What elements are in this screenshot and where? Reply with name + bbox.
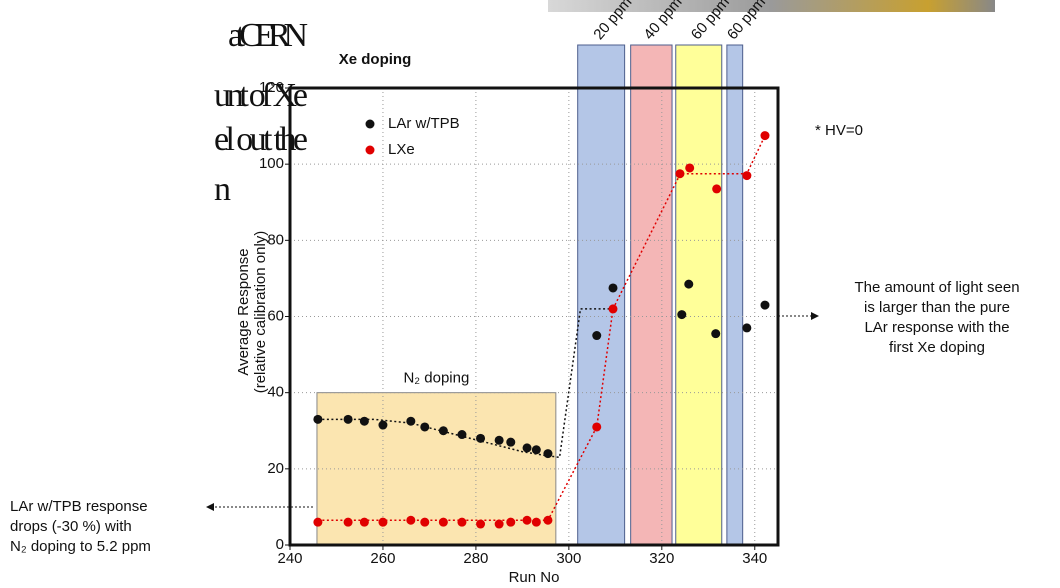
data-point [742, 171, 752, 181]
legend-marker [365, 145, 375, 155]
y-tick-label: 100 [259, 155, 284, 172]
plot-background [316, 44, 744, 546]
marks [313, 131, 770, 529]
chart-title: Xe doping [339, 51, 412, 68]
data-point [742, 323, 752, 333]
x-tick-label: 320 [649, 550, 674, 567]
slide-text-line: el out the [214, 121, 308, 158]
data-point [711, 329, 721, 339]
note: * HV=0 [815, 122, 863, 139]
legend-label: LXe [388, 141, 415, 158]
data-point [677, 310, 687, 320]
annotation-right: The amount of light seen [854, 279, 1019, 296]
y-tick-label: 120 [259, 79, 284, 96]
data-point [684, 279, 694, 289]
data-point [675, 169, 685, 179]
data-point [406, 416, 416, 426]
x-tick-label: 240 [277, 550, 302, 567]
data-point [522, 515, 532, 525]
annotation-right: first Xe doping [889, 339, 985, 356]
data-point [531, 517, 541, 527]
data-point [343, 517, 353, 527]
slide-text-line: n [214, 171, 231, 208]
n2-label: N₂ doping [403, 370, 469, 387]
x-tick-label: 260 [370, 550, 395, 567]
fit-line [317, 308, 616, 459]
data-point [531, 445, 541, 455]
data-point [457, 517, 467, 527]
data-point [522, 443, 532, 453]
data-point [760, 300, 770, 310]
slide-text-line: unt of Xe [214, 77, 308, 114]
data-point [494, 435, 504, 445]
data-point [457, 430, 467, 440]
doping-region [726, 44, 744, 546]
y-tick-label: 60 [267, 307, 284, 324]
data-point [592, 331, 602, 341]
y-axis-label: (relative calibration only) [252, 231, 269, 394]
data-point [476, 519, 486, 529]
data-point [420, 422, 430, 432]
data-point [712, 184, 722, 194]
data-point [406, 515, 416, 525]
data-point [543, 449, 553, 459]
slide-text: at CERN unt of Xe el out the n [214, 17, 308, 208]
x-tick-label: 280 [463, 550, 488, 567]
y-tick-label: 40 [267, 384, 284, 401]
annotation-right: LAr response with the [864, 319, 1009, 336]
legend-label: LAr w/TPB [388, 115, 460, 132]
data-point [359, 416, 369, 426]
data-point [438, 426, 448, 436]
legend-marker [365, 119, 375, 129]
doping-region [675, 44, 723, 546]
annotation-right: is larger than the pure [864, 299, 1010, 316]
data-point [313, 517, 323, 527]
data-point [378, 420, 388, 430]
data-point [506, 437, 516, 447]
data-point [506, 517, 516, 527]
data-point [760, 131, 770, 141]
data-point [592, 422, 602, 432]
photo-strip [548, 0, 995, 12]
data-point [378, 517, 388, 527]
annotation-left: drops (-30 %) with [10, 518, 132, 535]
data-point [608, 304, 618, 314]
y-tick-label: 80 [267, 231, 284, 248]
slide-text-line: at CERN [228, 17, 308, 54]
doping-region [630, 44, 673, 546]
data-point [476, 433, 486, 443]
annotation-left: LAr w/TPB response [10, 498, 148, 515]
x-tick-label: 300 [556, 550, 581, 567]
y-axis-label: Average Response [235, 248, 252, 375]
data-point [420, 517, 430, 527]
annotation-left: N₂ doping to 5.2 ppm [10, 538, 151, 555]
data-point [685, 163, 695, 173]
n2-region [316, 392, 557, 546]
data-point [608, 283, 618, 293]
y-tick-label: 0 [276, 536, 284, 553]
data-point [543, 515, 553, 525]
data-point [494, 519, 504, 529]
data-point [438, 517, 448, 527]
x-tick-label: 340 [742, 550, 767, 567]
data-point [359, 517, 369, 527]
y-tick-label: 20 [267, 460, 284, 477]
x-axis-label: Run No [509, 569, 560, 586]
data-point [313, 414, 323, 424]
doping-region [577, 44, 626, 546]
data-point [343, 414, 353, 424]
